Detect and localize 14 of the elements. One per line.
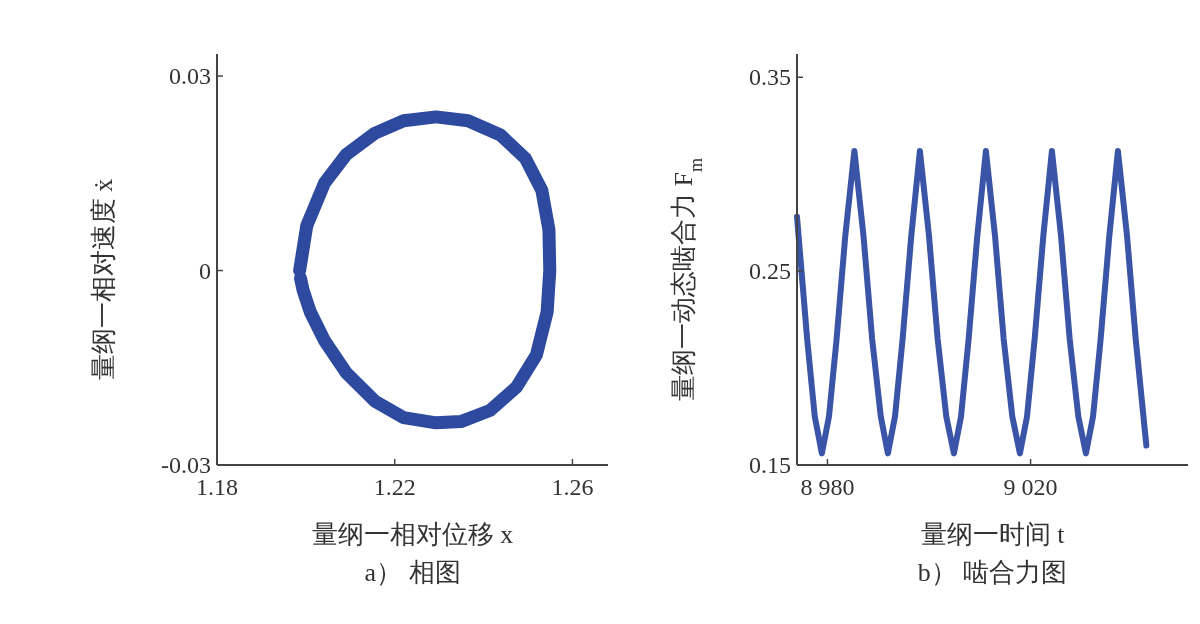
y-tick-label: 0.35	[749, 64, 791, 91]
y-axis-title: 量纲一相对速度 ẋ	[89, 178, 118, 381]
x-tick-label: 1.26	[551, 474, 594, 500]
text: a） 相图	[364, 558, 461, 587]
x-tick-label: 8 980	[800, 474, 855, 500]
x-tick-label: 9 020	[1003, 474, 1058, 500]
y-tick-label: 0	[199, 257, 211, 284]
y-tick-label: 0.25	[749, 258, 791, 285]
y-tick-label: 0.03	[169, 63, 211, 90]
x-axis-title: 量纲一时间 t	[920, 520, 1066, 549]
y-tick-label: 0.15	[749, 452, 791, 478]
text: b） 啮合力图	[917, 558, 1068, 587]
x-axis-title: 量纲一相对位移 x	[311, 520, 514, 549]
x-tick-label: 1.22	[373, 474, 416, 500]
